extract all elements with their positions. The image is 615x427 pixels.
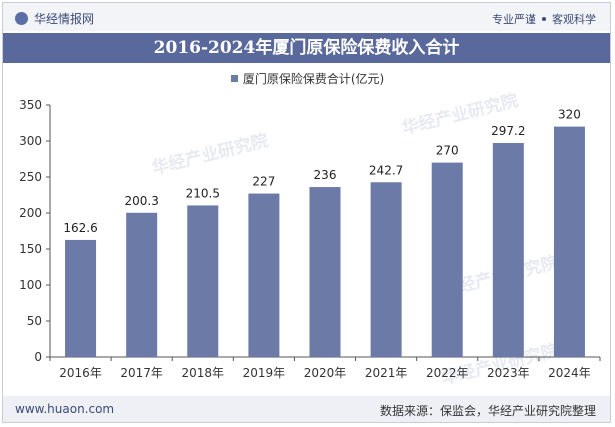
bar[interactable]	[248, 193, 280, 357]
bar[interactable]	[65, 239, 97, 357]
y-tick-label: 350	[19, 98, 42, 112]
website-link[interactable]: www.huaon.com	[15, 402, 115, 416]
tagline: 专业严谨 客观科学	[492, 11, 596, 27]
y-tick-label: 200	[19, 206, 42, 220]
brand[interactable]: 华经情报网	[15, 10, 94, 27]
data-label: 162.6	[63, 221, 97, 235]
x-tick-label: 2021年	[365, 366, 408, 380]
bar[interactable]	[370, 182, 402, 357]
y-tick-label: 100	[19, 278, 42, 292]
x-tick-label: 2022年	[426, 366, 469, 380]
legend-swatch-icon	[230, 75, 238, 82]
dot-separator-icon	[542, 17, 546, 21]
data-label: 210.5	[186, 186, 220, 200]
y-tick-label: 0	[34, 350, 42, 364]
chart-title: 2016-2024年厦门原保险保费收入合计	[3, 33, 610, 63]
legend[interactable]: 厦门原保险保费合计(亿元)	[0, 70, 615, 87]
bar[interactable]	[309, 187, 341, 357]
y-tick-label: 300	[19, 134, 42, 148]
data-label: 270	[436, 144, 459, 158]
top-bar: 华经情报网 专业严谨 客观科学	[3, 3, 610, 31]
data-label: 297.2	[491, 124, 525, 138]
bar[interactable]	[492, 143, 524, 357]
x-tick-label: 2023年	[487, 366, 530, 380]
tagline-right: 客观科学	[552, 13, 596, 26]
tagline-left: 专业严谨	[492, 13, 536, 26]
data-source: 数据来源：保监会，华经产业研究院整理	[379, 404, 596, 418]
x-tick-label: 2020年	[304, 366, 347, 380]
x-tick-label: 2019年	[243, 366, 286, 380]
y-tick-label: 50	[27, 314, 42, 328]
data-label: 242.7	[369, 163, 403, 177]
y-tick-label: 150	[19, 242, 42, 256]
data-label: 227	[252, 175, 275, 189]
y-tick-label: 250	[19, 170, 42, 184]
bar[interactable]	[187, 205, 219, 357]
x-tick-label: 2024年	[548, 366, 591, 380]
brand-logo-icon	[15, 12, 28, 25]
bar[interactable]	[431, 162, 463, 357]
bar[interactable]	[553, 126, 585, 357]
data-label: 200.3	[124, 194, 158, 208]
x-tick-label: 2018年	[182, 366, 225, 380]
brand-name: 华经情报网	[34, 12, 95, 26]
x-tick-label: 2017年	[120, 366, 163, 380]
legend-label: 厦门原保险保费合计(亿元)	[242, 72, 385, 86]
data-label: 236	[314, 168, 337, 182]
footer: www.huaon.com 数据来源：保监会，华经产业研究院整理	[3, 396, 610, 422]
bar[interactable]	[126, 212, 158, 357]
data-label: 320	[558, 108, 581, 122]
x-tick-label: 2016年	[59, 366, 102, 380]
